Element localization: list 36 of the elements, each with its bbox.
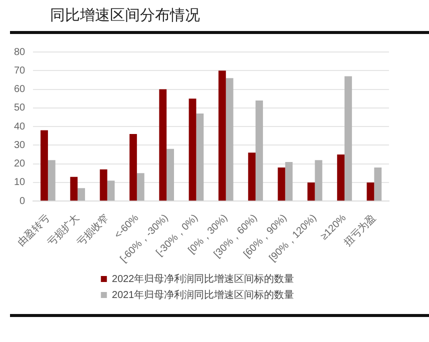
bar: [285, 162, 293, 201]
y-tick-label: 80: [14, 46, 26, 58]
y-tick-label: 40: [14, 121, 26, 132]
bar: [278, 168, 286, 201]
bar: [70, 176, 78, 201]
y-tick-label: 10: [14, 177, 26, 188]
y-tick-label: 0: [20, 196, 26, 207]
bar: [218, 70, 226, 201]
legend-label: 2022年归母净利润同比增速区间标的数量: [112, 272, 294, 285]
legend-label: 2021年归母净利润同比增速区间标的数量: [112, 288, 294, 301]
bar: [100, 169, 108, 201]
bar: [314, 160, 322, 201]
bar: [136, 173, 144, 201]
bar: [374, 168, 382, 201]
bar: [188, 98, 196, 201]
bar: [344, 76, 352, 201]
bar: [248, 152, 256, 201]
bar: [226, 78, 234, 201]
chart-title: 同比增速区间分布情况: [50, 6, 200, 25]
bar: [130, 134, 137, 201]
bar: [307, 182, 315, 201]
bar: [40, 130, 48, 201]
y-tick-label: 30: [14, 140, 26, 151]
bar: [166, 148, 174, 201]
bar: [78, 188, 86, 201]
bar: [159, 89, 167, 201]
bar: [48, 160, 56, 201]
bar: [196, 114, 204, 201]
bar: [366, 182, 374, 201]
y-tick-label: 70: [14, 65, 26, 76]
bar: [256, 100, 263, 201]
y-tick-label: 50: [14, 102, 26, 114]
y-tick-label: 60: [14, 84, 26, 96]
bar: [107, 180, 115, 201]
y-tick-label: 20: [14, 158, 26, 170]
bar: [337, 154, 345, 201]
